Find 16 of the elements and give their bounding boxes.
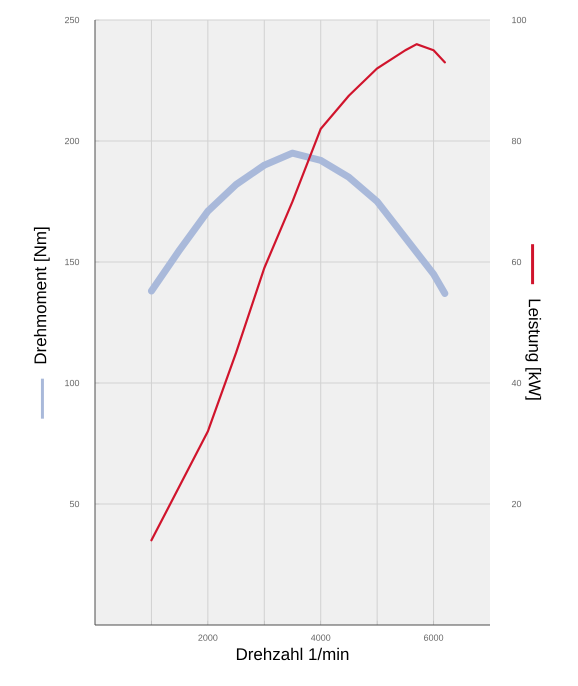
y-axis-title: Drehmoment [Nm] xyxy=(34,228,50,364)
y2-tick-label: 80 xyxy=(512,138,522,144)
y-tick-label: 150 xyxy=(65,258,80,266)
y2-axis-title: Leistung [kW] xyxy=(525,300,542,400)
y-tick-label: 250 xyxy=(64,16,80,24)
y2-tick-label: 100 xyxy=(512,16,526,24)
y2-tick-label: 60 xyxy=(512,258,522,266)
y2-tick-label: 20 xyxy=(512,500,522,508)
x-tick-label: 6000 xyxy=(424,634,444,641)
y-tick-label: 200 xyxy=(64,138,80,144)
x-axis-title: Drehzahl 1/min xyxy=(236,648,348,660)
x-tick-label: 4000 xyxy=(310,634,330,641)
y-tick-label: 50 xyxy=(70,500,80,508)
y2-tick-label: 40 xyxy=(512,380,522,386)
x-tick-label: 2000 xyxy=(198,634,218,641)
y-tick-label: 100 xyxy=(65,380,80,386)
